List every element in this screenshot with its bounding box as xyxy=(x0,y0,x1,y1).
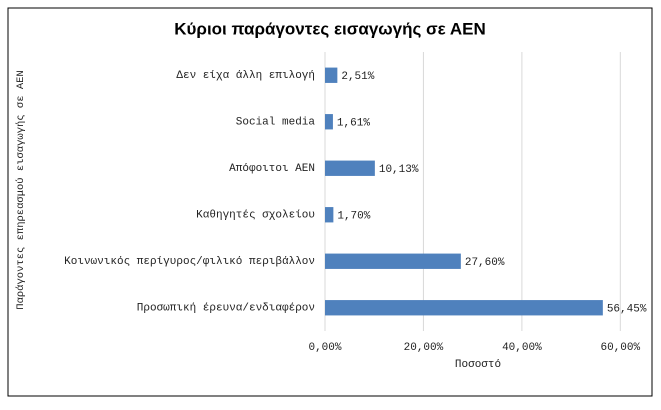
chart-border xyxy=(7,7,653,397)
y-tick-label: Κοινωνικός περίγυρος/φιλικό περιβάλλον xyxy=(64,256,315,268)
bar xyxy=(325,67,338,83)
bar xyxy=(325,253,461,269)
chart-title: Κύριοι παράγοντες εισαγωγής σε ΑΕΝ xyxy=(174,19,486,38)
y-tick-label: Δεν είχα άλλη επιλογή xyxy=(176,70,315,82)
bar xyxy=(325,114,333,130)
x-tick-label: 60,00% xyxy=(601,342,641,354)
y-tick-label: Προσωπική έρευνα/ενδιαφέρον xyxy=(137,303,315,315)
y-axis-label: Παράγοντες επηρεασμού εισαγωγής σε ΑΕΝ xyxy=(15,70,27,309)
bar xyxy=(325,207,334,223)
x-tick-label: 0,00% xyxy=(308,342,341,354)
x-axis-label: Ποσοστό xyxy=(455,359,501,371)
y-tick-label: Social media xyxy=(236,117,316,129)
y-tick-label: Απόφοιτοι ΑΕΝ xyxy=(229,163,315,175)
y-tick-label: Καθηγητές σχολείου xyxy=(196,210,315,222)
x-tick-label: 20,00% xyxy=(404,342,444,354)
x-tick-label: 40,00% xyxy=(502,342,542,354)
data-label: 1,61% xyxy=(337,118,370,130)
data-label: 27,60% xyxy=(465,257,505,269)
bar xyxy=(325,300,603,316)
data-label: 1,70% xyxy=(337,211,370,223)
data-label: 10,13% xyxy=(379,164,419,176)
data-label: 2,51% xyxy=(341,71,374,83)
data-label: 56,45% xyxy=(607,304,647,316)
bar xyxy=(325,160,375,176)
